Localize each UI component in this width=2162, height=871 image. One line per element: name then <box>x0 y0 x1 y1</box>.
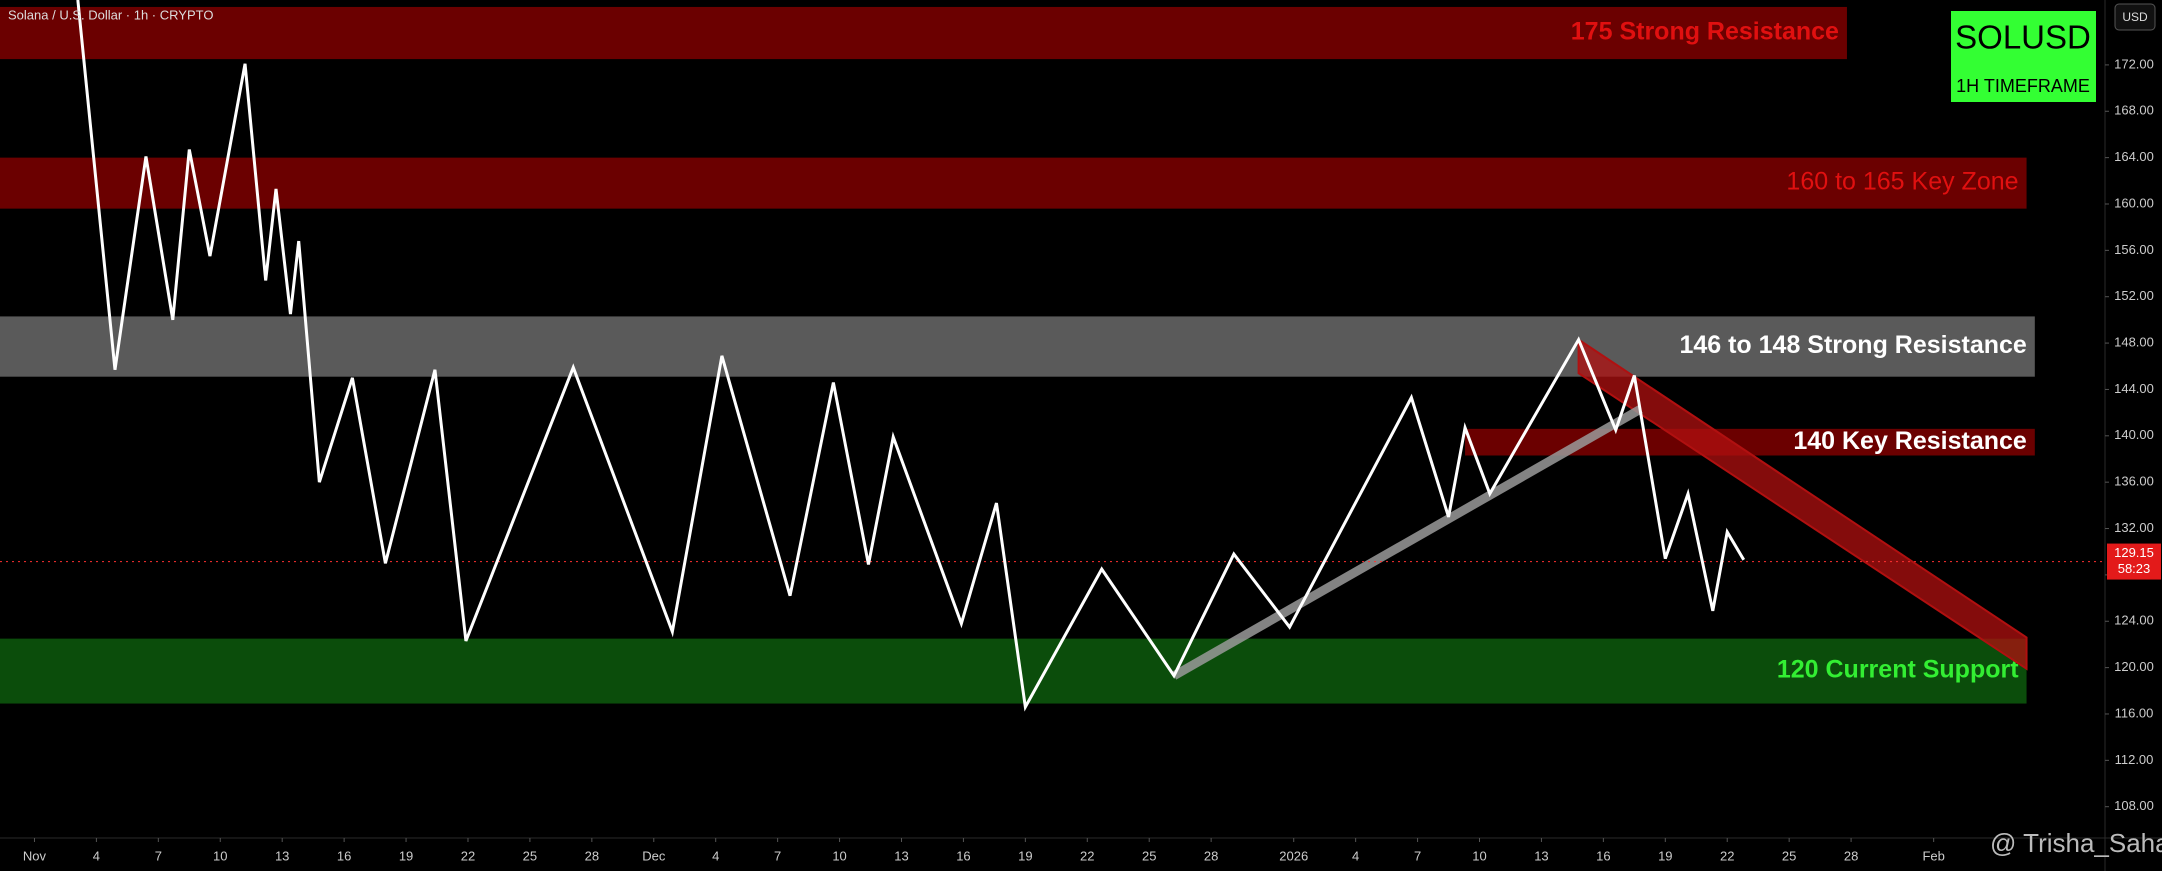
x-tick-label: 4 <box>93 848 100 863</box>
x-tick-label: 13 <box>275 848 289 863</box>
zone <box>0 316 2035 377</box>
x-tick-label: 28 <box>585 848 599 863</box>
watermark: @ Trisha_Saha <box>1990 828 2162 858</box>
trendline <box>1171 405 1643 680</box>
x-tick-label: 28 <box>1844 848 1858 863</box>
zone-label: 175 Strong Resistance <box>1571 18 1839 46</box>
x-tick-label: 13 <box>894 848 908 863</box>
zone <box>0 638 2027 704</box>
y-tick-label: 120.00 <box>2114 659 2154 674</box>
y-tick-label: 124.00 <box>2114 613 2154 628</box>
zone-label: 146 to 148 Strong Resistance <box>1679 331 2026 359</box>
y-tick-label: 140.00 <box>2114 427 2154 442</box>
y-tick-label: 148.00 <box>2114 335 2154 350</box>
timeframe: 1H TIMEFRAME <box>1956 76 2090 96</box>
x-tick-label: 25 <box>1782 848 1796 863</box>
x-tick-label: 28 <box>1204 848 1218 863</box>
zone-label: 140 Key Resistance <box>1793 427 2027 455</box>
y-tick-label: 112.00 <box>2115 752 2154 767</box>
x-tick-label: 16 <box>956 848 970 863</box>
x-tick-label: 13 <box>1534 848 1548 863</box>
x-tick-label: 19 <box>1658 848 1672 863</box>
x-tick-label: 7 <box>1414 848 1421 863</box>
y-tick-label: 144.00 <box>2114 381 2154 396</box>
x-tick-label: 10 <box>832 848 846 863</box>
zone <box>0 6 1847 60</box>
y-tick-label: 168.00 <box>2114 103 2154 118</box>
countdown: 58:23 <box>2118 561 2151 576</box>
trend-channel <box>1577 337 2028 671</box>
x-tick-label: 22 <box>461 848 475 863</box>
x-tick-label: 25 <box>523 848 537 863</box>
x-tick-label: 16 <box>1596 848 1610 863</box>
x-tick-label: 4 <box>712 848 719 863</box>
y-tick-label: 132.00 <box>2114 520 2154 535</box>
x-tick-label: 10 <box>1472 848 1486 863</box>
y-tick-label: 160.00 <box>2114 195 2154 210</box>
x-tick-label: 7 <box>155 848 162 863</box>
x-tick-label: 2026 <box>1279 848 1308 863</box>
currency: USD <box>2122 10 2148 24</box>
chart-title: Solana / U.S. Dollar · 1h · CRYPTO <box>8 7 213 22</box>
symbol-box <box>1951 11 2096 102</box>
x-tick-label: 10 <box>213 848 227 863</box>
plot-area: 175 Strong Resistance 160 to 165 Key Zone… <box>0 0 2105 712</box>
x-tick-label: Feb <box>1922 848 1944 863</box>
zone-label: 160 to 165 Key Zone <box>1786 168 2018 196</box>
x-tick-label: Dec <box>642 848 666 863</box>
y-tick-label: 152.00 <box>2114 288 2154 303</box>
x-tick-label: 25 <box>1142 848 1156 863</box>
y-tick-label: 156.00 <box>2114 242 2154 257</box>
y-tick-label: 108.00 <box>2114 798 2154 813</box>
y-tick-label: 172.00 <box>2114 56 2154 71</box>
price-zigzag <box>76 0 1746 712</box>
zone-label: 120 Current Support <box>1777 656 2019 684</box>
x-tick-label: 22 <box>1080 848 1094 863</box>
currency-box <box>2114 3 2156 31</box>
y-tick-label: 136.00 <box>2114 474 2154 489</box>
x-tick-label: 19 <box>1018 848 1032 863</box>
x-tick-label: 22 <box>1720 848 1734 863</box>
x-tick-label: 4 <box>1352 848 1359 863</box>
symbol: SOLUSD <box>1955 19 2091 56</box>
y-tick-label: 116.00 <box>2115 705 2154 720</box>
y-tick-label: 164.00 <box>2114 149 2154 164</box>
x-tick-label: 7 <box>774 848 781 863</box>
last-price-tag <box>2107 543 2161 580</box>
zone <box>0 157 2027 209</box>
x-tick-label: 19 <box>399 848 413 863</box>
x-tick-label: 16 <box>337 848 351 863</box>
x-tick-label: Nov <box>23 848 47 863</box>
last-price-label: 129.15 <box>2114 545 2154 560</box>
